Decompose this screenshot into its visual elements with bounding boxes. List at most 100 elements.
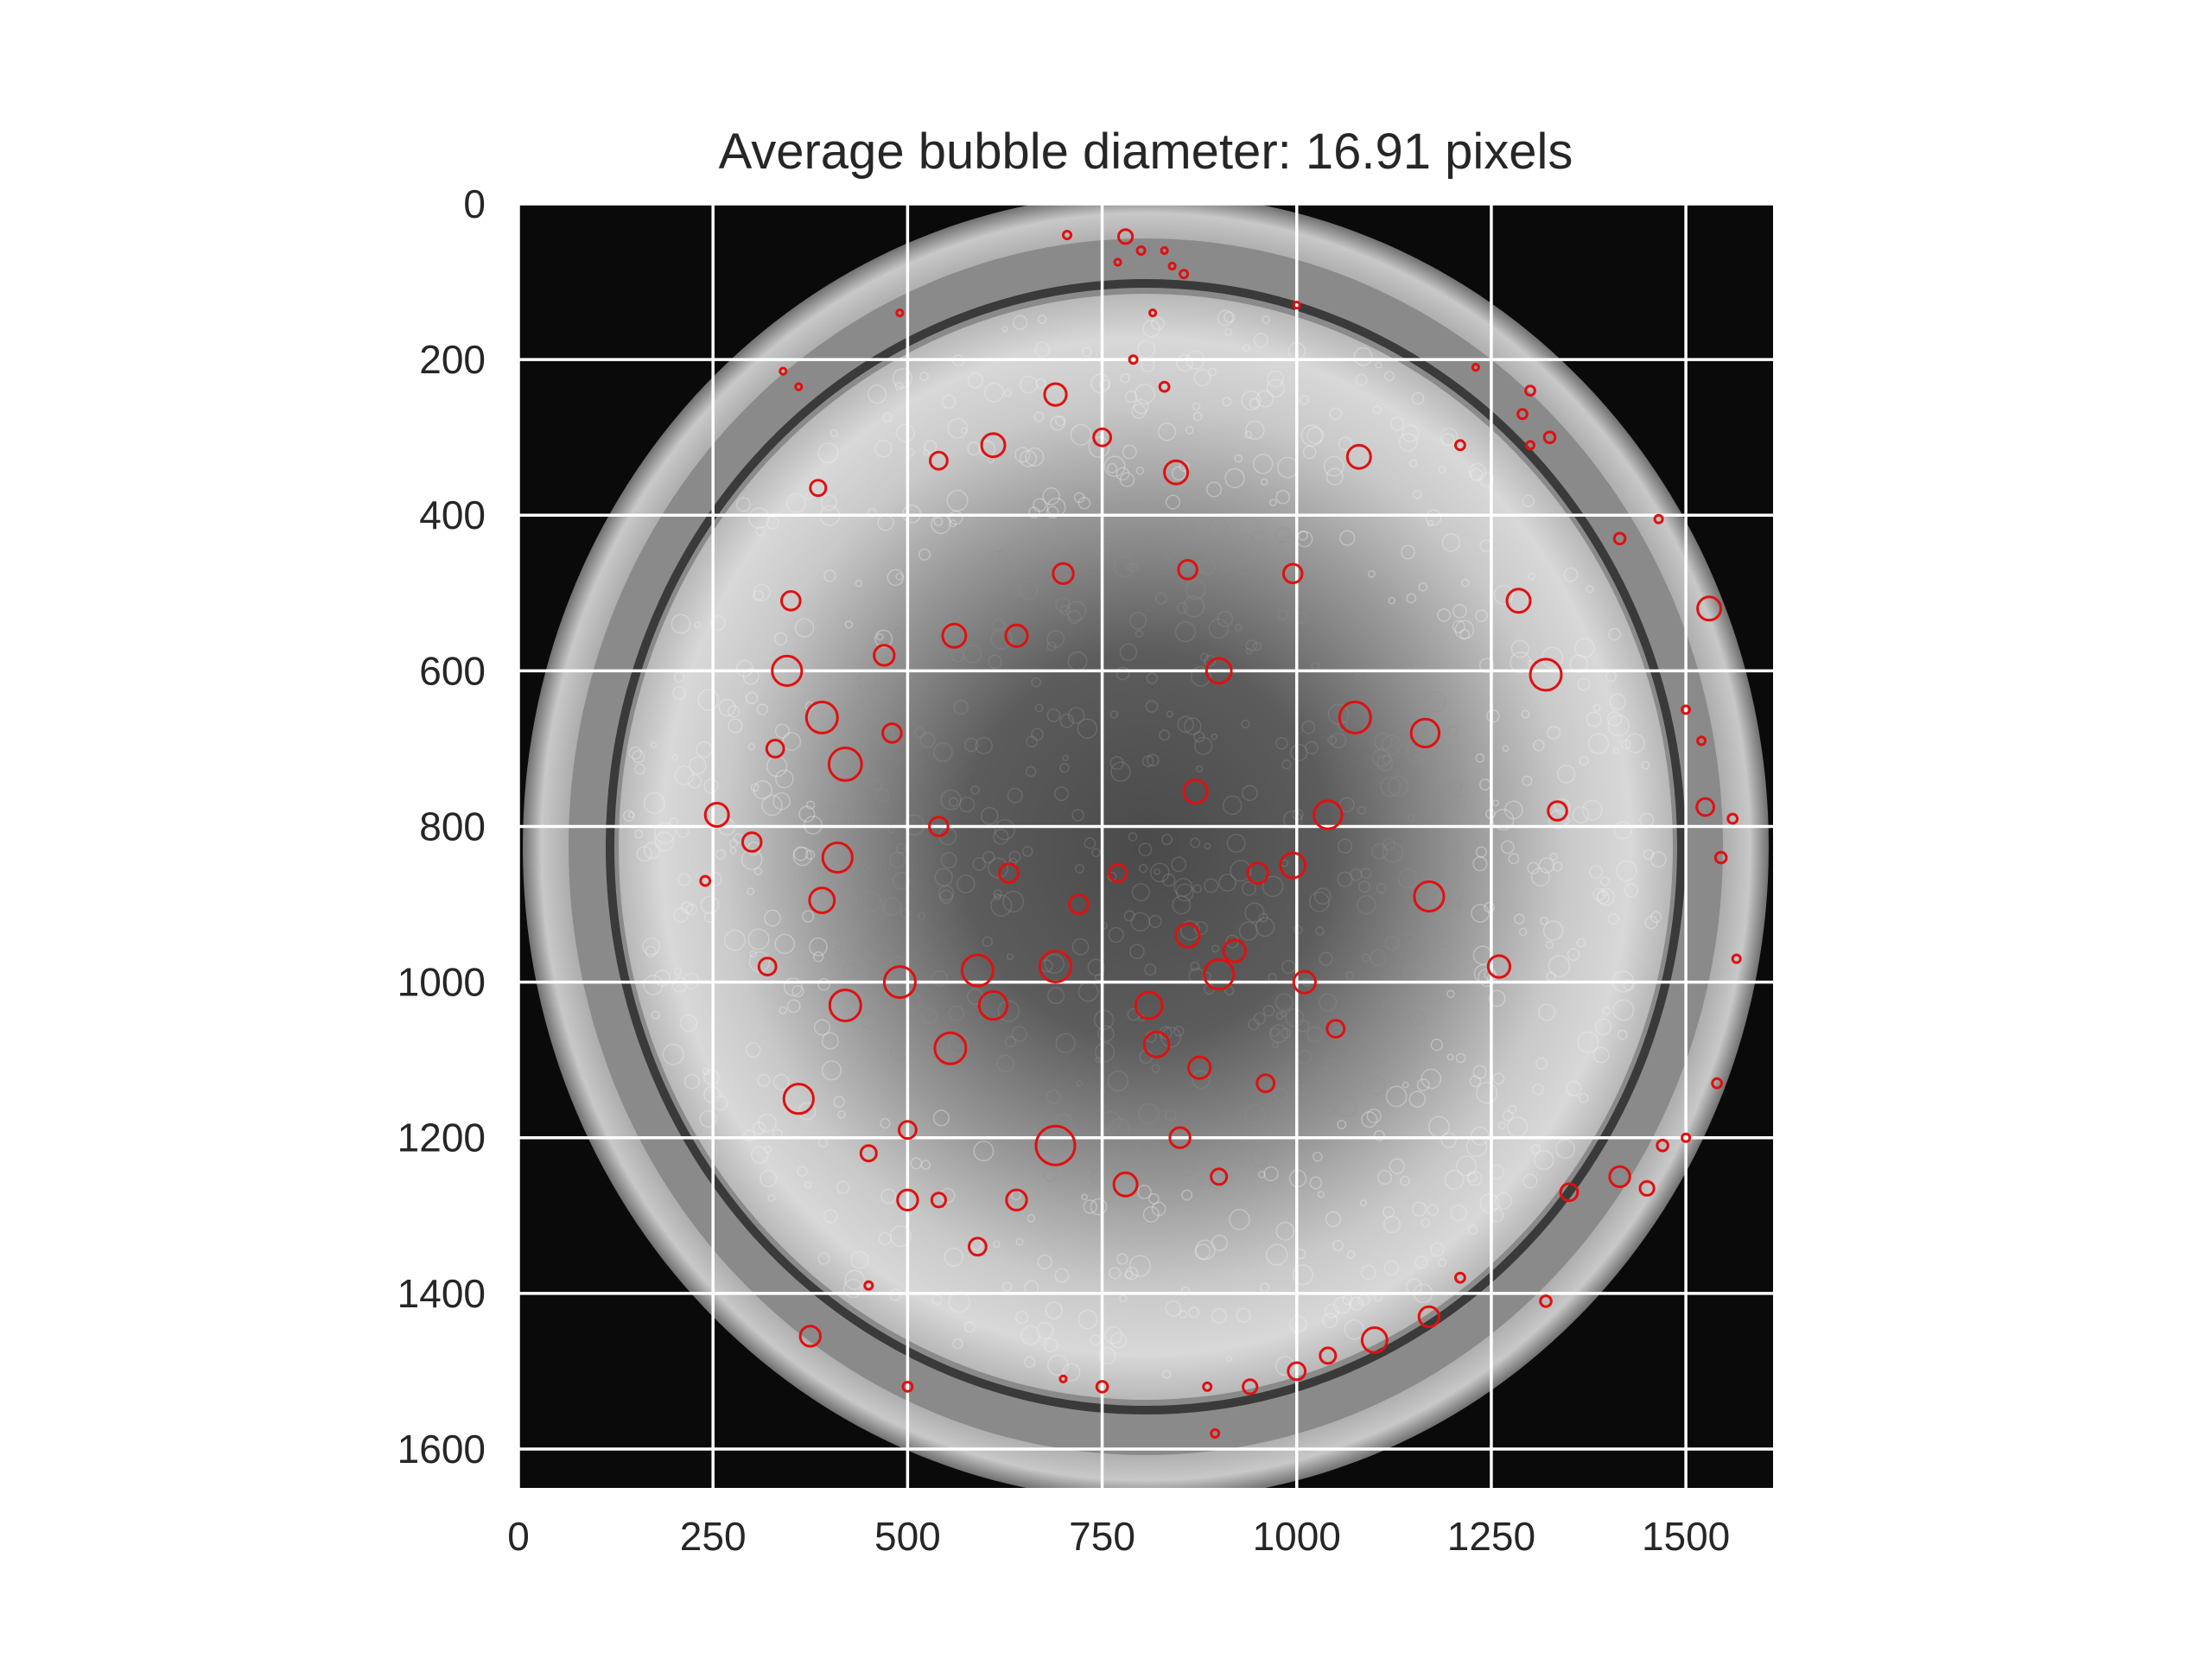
foam-cell [1050, 415, 1065, 431]
foam-cell [1484, 901, 1496, 913]
foam-cell [1147, 1192, 1160, 1205]
foam-cell [1128, 944, 1145, 960]
foam-cell [1097, 1025, 1115, 1043]
foam-cell [1281, 959, 1296, 975]
foam-cell [1430, 1039, 1443, 1052]
foam-cell [1532, 1084, 1544, 1096]
bubble-marker [1681, 704, 1692, 715]
foam-cell [903, 814, 925, 836]
foam-cell [673, 907, 689, 923]
foam-cell [1137, 340, 1156, 359]
foam-cell [1408, 1090, 1427, 1108]
foam-cell [889, 851, 906, 868]
bubble-marker [1345, 443, 1372, 470]
bubble-marker [1454, 439, 1466, 452]
foam-cell [643, 791, 665, 814]
foam-cell [1033, 411, 1045, 423]
foam-cell [1547, 725, 1561, 740]
foam-cell [830, 429, 838, 437]
foam-cell [1427, 839, 1446, 857]
foam-cell [1257, 1170, 1266, 1179]
foam-cell [1222, 795, 1243, 816]
foam-cell [994, 893, 1001, 901]
foam-cell [1046, 505, 1059, 519]
bubble-marker [794, 382, 804, 391]
foam-cell [1179, 920, 1201, 941]
foam-cell [880, 666, 898, 683]
foam-cell [1375, 361, 1382, 369]
foam-cell [1340, 1079, 1353, 1091]
foam-cell [1322, 1313, 1338, 1329]
foam-cell [1206, 518, 1229, 540]
foam-cell [1059, 714, 1075, 728]
foam-cell [876, 632, 884, 641]
foam-cell [1027, 1214, 1036, 1223]
foam-cell [1227, 536, 1241, 550]
foam-cell [1151, 1201, 1166, 1217]
foam-cell [1376, 882, 1387, 894]
foam-cell [931, 969, 948, 987]
foam-cell [1440, 885, 1463, 907]
foam-cell [1306, 426, 1325, 445]
foam-cell [1194, 1243, 1211, 1260]
foam-cell [932, 742, 953, 762]
foam-cell [988, 857, 1008, 879]
foam-cell [1574, 637, 1595, 658]
foam-cell [1361, 953, 1370, 963]
foam-cell [1230, 860, 1252, 882]
bubble-marker [1281, 563, 1304, 585]
foam-cell [1493, 584, 1514, 605]
foam-cell [1644, 915, 1658, 930]
foam-cell [735, 497, 752, 512]
foam-cell [1280, 1027, 1292, 1039]
foam-cell [1455, 1052, 1466, 1064]
foam-cell [870, 683, 891, 704]
foam-cell [837, 1110, 846, 1119]
foam-cell [1187, 1152, 1198, 1161]
foam-cell [990, 550, 1009, 569]
foam-cell [941, 394, 957, 410]
foam-cell [1641, 760, 1650, 770]
foam-cell [1144, 963, 1157, 976]
foam-cell [874, 629, 893, 648]
foam-cell [748, 507, 770, 529]
foam-cell [1414, 1255, 1428, 1269]
foam-cell [1037, 1254, 1052, 1270]
foam-cell [1317, 1191, 1325, 1198]
foam-cell [967, 442, 982, 456]
foam-cell [1508, 1104, 1517, 1115]
foam-cell [1093, 1009, 1115, 1030]
foam-cell [1503, 800, 1523, 820]
bubble-marker [1681, 1132, 1692, 1143]
foam-cell [1267, 370, 1284, 388]
foam-cell [1081, 346, 1092, 358]
bubble-marker [1696, 595, 1723, 622]
foam-cell [1104, 1325, 1123, 1344]
foam-cell [1510, 639, 1529, 658]
bubble-marker [1167, 261, 1177, 271]
foam-cell [1142, 1205, 1160, 1223]
foam-cell [1530, 867, 1550, 887]
foam-cell [1612, 999, 1635, 1021]
foam-cell [1141, 755, 1154, 767]
foam-cell [674, 967, 683, 976]
foam-cell [1624, 733, 1645, 753]
foam-cell [1424, 922, 1438, 936]
bubble-marker [1163, 459, 1190, 486]
foam-cell [1607, 715, 1630, 737]
foam-cell [756, 703, 769, 715]
foam-cell [1067, 707, 1085, 724]
foam-cell [1411, 391, 1425, 405]
foam-cell [1024, 1356, 1036, 1368]
foam-cell [1217, 309, 1234, 327]
foam-cell [1577, 677, 1591, 691]
foam-cell [1181, 1189, 1193, 1201]
bubble-marker [1135, 245, 1147, 256]
foam-cell [636, 845, 652, 862]
foam-cell [1479, 1192, 1500, 1213]
foam-cell [1179, 1310, 1188, 1319]
foam-cell [1223, 563, 1232, 572]
foam-cell [1623, 979, 1635, 991]
foam-cell [1607, 912, 1619, 925]
foam-cell [1470, 1126, 1490, 1146]
